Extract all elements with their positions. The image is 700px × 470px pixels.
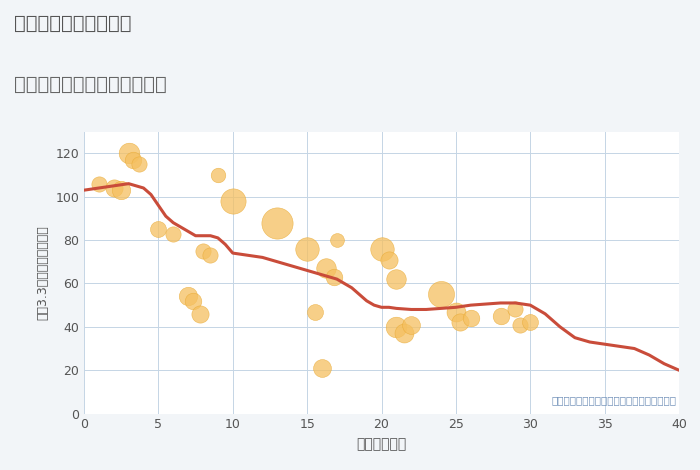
Point <box>391 275 402 283</box>
Point <box>93 180 104 188</box>
Point <box>376 245 387 252</box>
Point <box>195 310 206 318</box>
Text: 三重県四日市市茂福町: 三重県四日市市茂福町 <box>14 14 132 33</box>
Point <box>205 251 216 259</box>
Text: 築年数別中古マンション価格: 築年数別中古マンション価格 <box>14 75 167 94</box>
Point <box>391 323 402 330</box>
Point <box>309 308 320 315</box>
Point <box>168 230 179 237</box>
Point <box>116 187 127 194</box>
Point <box>398 329 409 337</box>
Point <box>406 321 417 329</box>
Point <box>127 156 139 164</box>
Y-axis label: 坪（3.3㎡）単価（万円）: 坪（3.3㎡）単価（万円） <box>36 225 50 320</box>
Point <box>328 273 339 281</box>
Point <box>316 364 328 372</box>
Point <box>302 245 313 252</box>
Point <box>510 306 521 313</box>
X-axis label: 築年数（年）: 築年数（年） <box>356 437 407 451</box>
Point <box>455 319 466 326</box>
Point <box>331 236 342 244</box>
Point <box>187 297 198 305</box>
Point <box>465 314 476 322</box>
Point <box>153 226 164 233</box>
Point <box>134 160 145 168</box>
Text: 円の大きさは、取引のあった物件面積を示す: 円の大きさは、取引のあった物件面積を示す <box>551 395 676 405</box>
Point <box>525 319 536 326</box>
Point <box>450 308 461 315</box>
Point <box>495 312 506 320</box>
Point <box>123 149 134 157</box>
Point <box>227 197 238 205</box>
Point <box>384 256 395 263</box>
Point <box>321 265 332 272</box>
Point <box>435 290 447 298</box>
Point <box>514 321 526 329</box>
Point <box>183 293 194 300</box>
Point <box>212 171 223 179</box>
Point <box>272 219 283 227</box>
Point <box>108 184 119 192</box>
Point <box>197 247 209 255</box>
